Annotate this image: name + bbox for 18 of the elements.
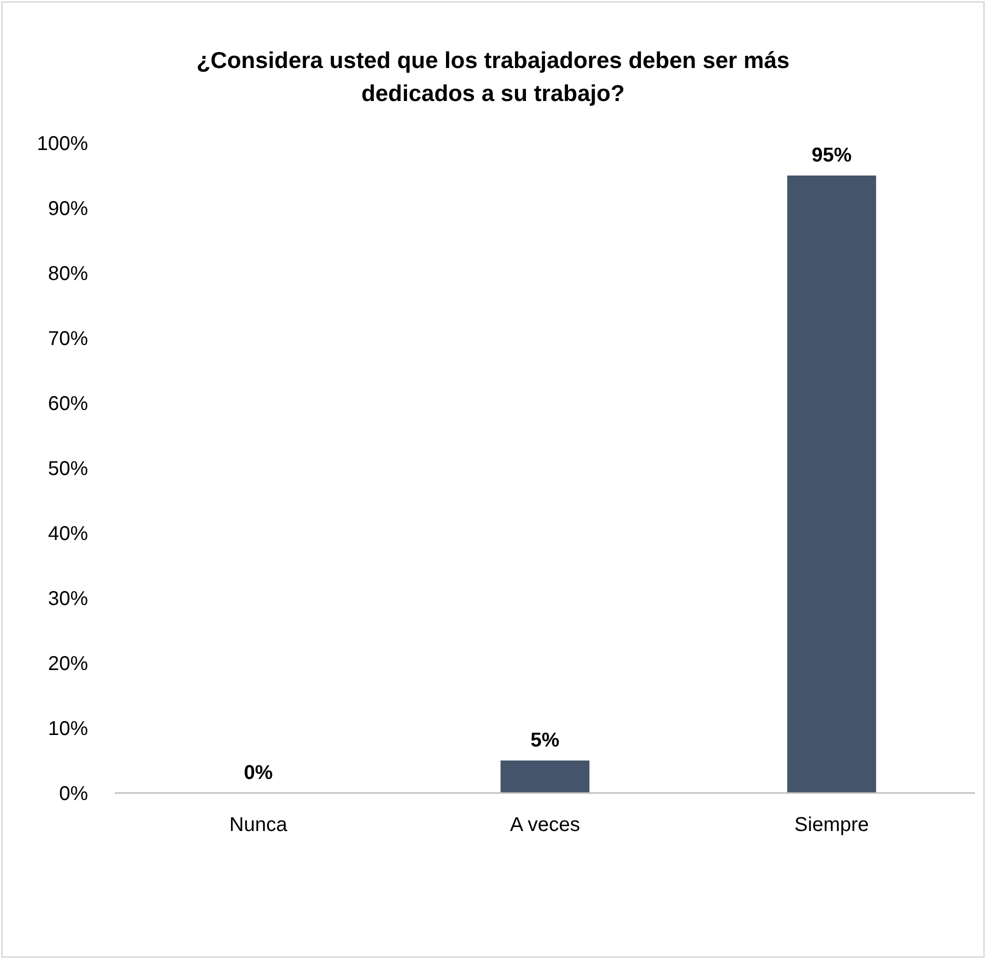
y-tick-label: 0% <box>59 783 88 805</box>
x-tick-label: A veces <box>510 814 580 836</box>
y-tick-label: 40% <box>48 523 88 545</box>
y-tick-label: 100% <box>36 133 88 155</box>
chart-title: ¿Considera usted que los trabajadores deben ser más dedicados a su trabajo? <box>196 47 790 106</box>
x-tick-label: Siempre <box>794 814 869 836</box>
data-label: 5% <box>530 730 560 752</box>
x-tick-label: Nunca <box>229 814 288 836</box>
y-tick-label: 90% <box>48 198 88 220</box>
y-tick-label: 80% <box>48 263 88 285</box>
y-tick-label: 20% <box>48 653 88 675</box>
data-label: 0% <box>244 762 274 784</box>
y-tick-label: 50% <box>48 458 88 480</box>
data-label: 95% <box>812 144 852 166</box>
y-tick-label: 70% <box>48 328 88 350</box>
y-tick-label: 30% <box>48 588 88 610</box>
y-tick-label: 60% <box>48 393 88 415</box>
y-tick-label: 10% <box>48 718 88 740</box>
